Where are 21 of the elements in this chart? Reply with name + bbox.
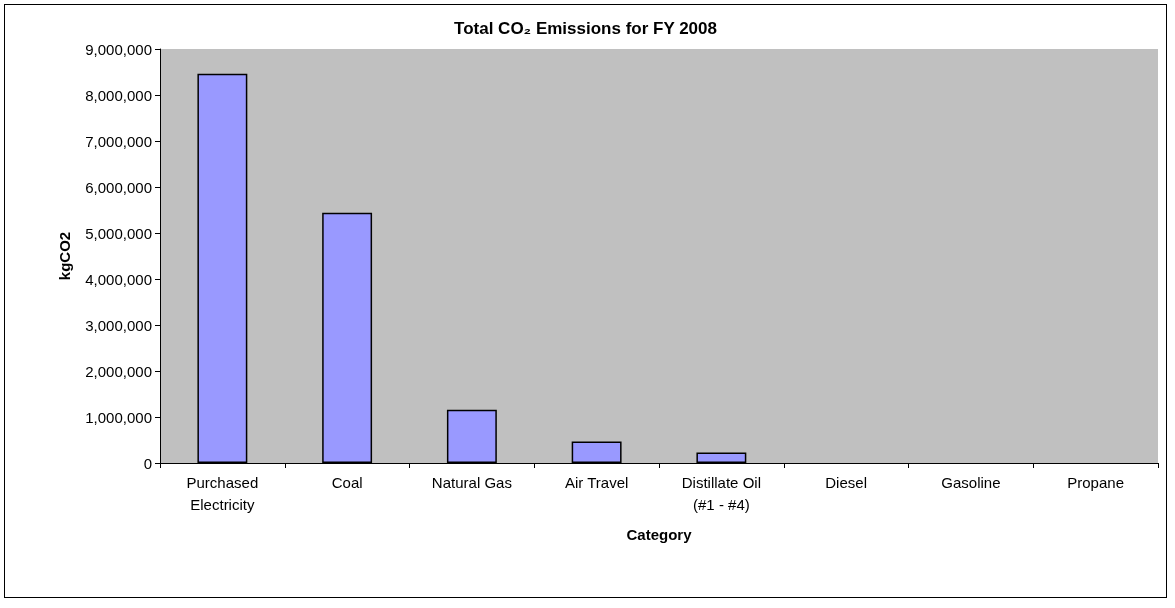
x-tick-label: Gasoline	[941, 473, 1001, 491]
y-tick-label: 7,000,000	[85, 132, 152, 150]
x-tick-label: Propane	[1067, 473, 1124, 491]
y-tick-label: 4,000,000	[85, 270, 152, 288]
y-tick-label: 9,000,000	[85, 40, 152, 58]
y-tick-label: 3,000,000	[85, 316, 152, 334]
y-tick-label: 0	[143, 454, 152, 472]
y-tick-label: 2,000,000	[85, 362, 152, 380]
y-axis-title: kgCO2	[56, 231, 73, 281]
chart-title: Total CO₂ Emissions for FY 2008	[454, 19, 717, 38]
y-tick-label: 5,000,000	[85, 224, 152, 242]
x-tick-label: Distillate Oil (#1 - #4)	[681, 473, 761, 513]
y-tick-label: 6,000,000	[85, 178, 152, 196]
y-tick-label: 1,000,000	[85, 408, 152, 426]
x-tick-label: Purchased Electricity	[186, 473, 259, 513]
y-tick-label: 8,000,000	[85, 86, 152, 104]
x-tick-label: Air Travel	[564, 473, 629, 491]
x-tick-label: Diesel	[825, 473, 867, 491]
x-tick-label: Natural Gas	[431, 473, 512, 491]
x-tick-label: Coal	[331, 473, 363, 491]
x-axis-title: Category	[626, 526, 693, 543]
